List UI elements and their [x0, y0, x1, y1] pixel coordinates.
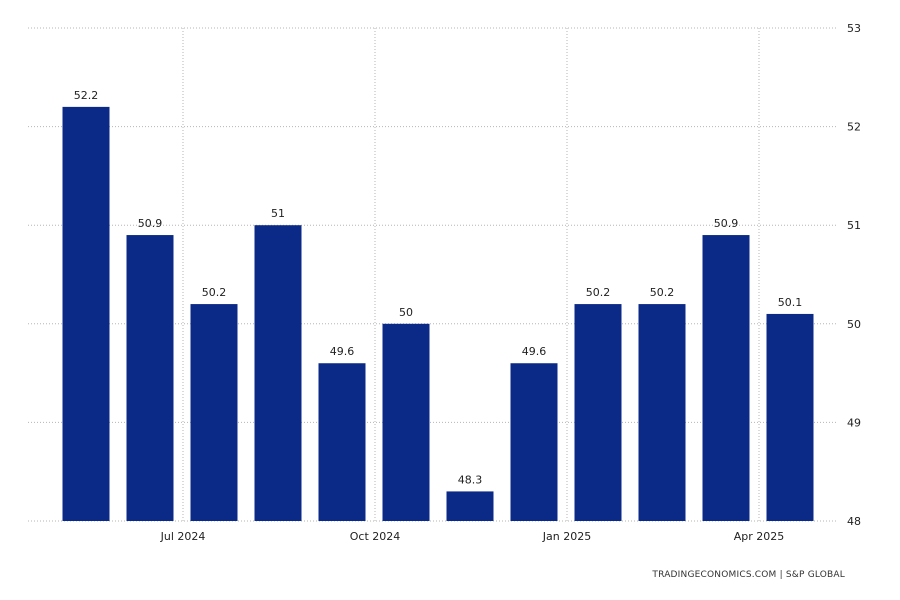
x-tick-label: Jul 2024: [160, 530, 206, 543]
bar: [382, 323, 430, 521]
data-label: 51: [271, 207, 285, 220]
x-tick-label: Oct 2024: [350, 530, 401, 543]
data-label: 50.9: [138, 217, 163, 230]
bar: [638, 304, 686, 521]
data-label: 50: [399, 306, 413, 319]
data-label: 49.6: [330, 345, 355, 358]
data-label: 50.2: [586, 286, 611, 299]
data-label: 50.1: [778, 296, 803, 309]
bar: [254, 225, 302, 521]
bar: [318, 363, 366, 521]
y-tick-label: 53: [847, 22, 861, 35]
data-label: 52.2: [74, 89, 99, 102]
data-label: 50.2: [202, 286, 227, 299]
y-tick-label: 50: [847, 318, 861, 331]
bar: [126, 235, 174, 521]
source-credit: TRADINGECONOMICS.COM | S&P GLOBAL: [652, 570, 845, 580]
bar: [766, 313, 814, 521]
bar: [574, 304, 622, 521]
y-tick-label: 49: [847, 416, 861, 429]
data-label: 49.6: [522, 345, 547, 358]
bar: [510, 363, 558, 521]
x-tick-label: Jan 2025: [542, 530, 591, 543]
y-tick-label: 52: [847, 121, 861, 134]
data-label: 50.9: [714, 217, 739, 230]
x-tick-label: Apr 2025: [734, 530, 785, 543]
bar: [62, 106, 110, 521]
y-tick-label: 51: [847, 219, 861, 232]
data-label: 50.2: [650, 286, 675, 299]
y-tick-label: 48: [847, 515, 861, 528]
bar: [702, 235, 750, 521]
bar: [446, 491, 494, 521]
bar: [190, 304, 238, 521]
data-label: 48.3: [458, 473, 483, 486]
